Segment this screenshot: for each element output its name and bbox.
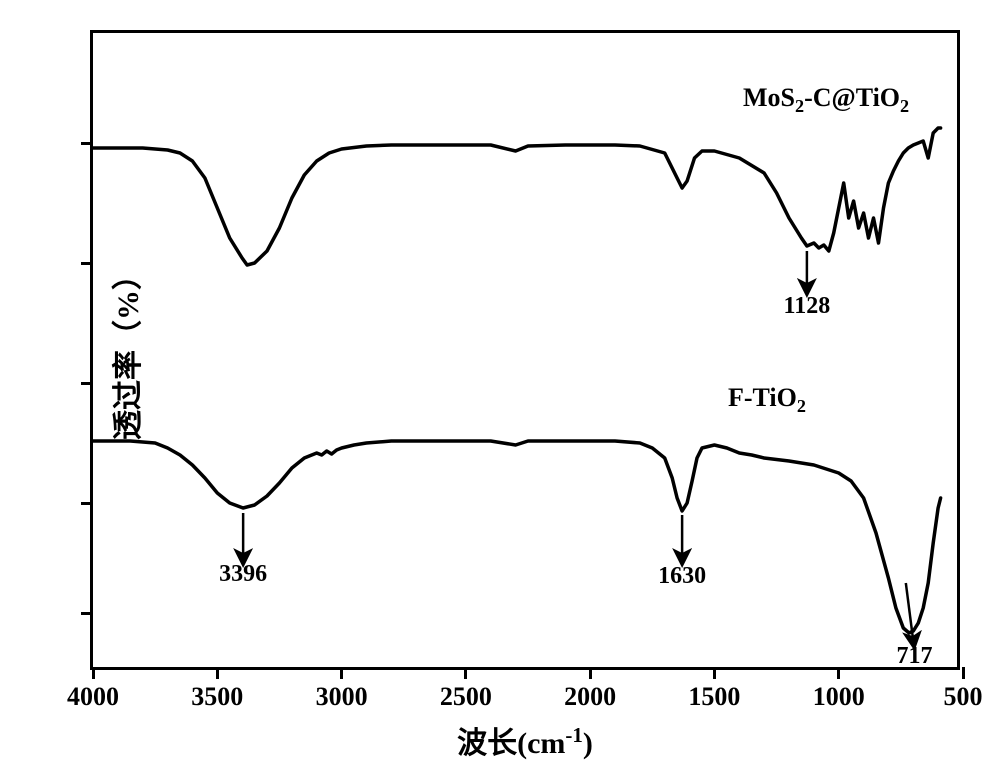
y-tick (81, 142, 93, 145)
plot-area: 4000350030002500200015001000500 MoS2-C@T… (93, 33, 957, 667)
peak-label-1630: 1630 (658, 563, 706, 590)
series-line-MoS2-C@TiO2 (93, 128, 941, 265)
y-axis-label: 透过率（%） (103, 260, 147, 440)
x-tick (216, 667, 219, 679)
x-tick-label: 4000 (67, 682, 119, 712)
x-tick-label: 2000 (564, 682, 616, 712)
y-tick (81, 502, 93, 505)
x-tick-label: 2500 (440, 682, 492, 712)
x-tick (962, 667, 965, 679)
x-label-sup: -1 (565, 723, 583, 747)
x-tick (92, 667, 95, 679)
series-label-MoS2-C@TiO2: MoS2-C@TiO2 (743, 83, 909, 117)
x-tick-label: 1000 (813, 682, 865, 712)
peak-label-3396: 3396 (219, 561, 267, 588)
x-label-suffix: ) (583, 727, 593, 760)
peak-label-1128: 1128 (784, 293, 831, 320)
x-tick-label: 3500 (191, 682, 243, 712)
x-tick-label: 3000 (316, 682, 368, 712)
y-tick (81, 262, 93, 265)
x-tick-label: 500 (944, 682, 983, 712)
x-tick-label: 1500 (688, 682, 740, 712)
x-axis-label: 波长(cm-1) (457, 718, 593, 762)
series-line-F-TiO2 (93, 441, 941, 633)
x-label-prefix: 波长(cm (457, 727, 565, 760)
y-tick (81, 612, 93, 615)
x-tick (464, 667, 467, 679)
x-tick (837, 667, 840, 679)
chart-frame: 4000350030002500200015001000500 MoS2-C@T… (90, 30, 960, 670)
x-tick (589, 667, 592, 679)
series-label-F-TiO2: F-TiO2 (728, 383, 806, 417)
x-tick (713, 667, 716, 679)
x-tick (340, 667, 343, 679)
peak-label-717: 717 (897, 643, 933, 670)
y-tick (81, 382, 93, 385)
